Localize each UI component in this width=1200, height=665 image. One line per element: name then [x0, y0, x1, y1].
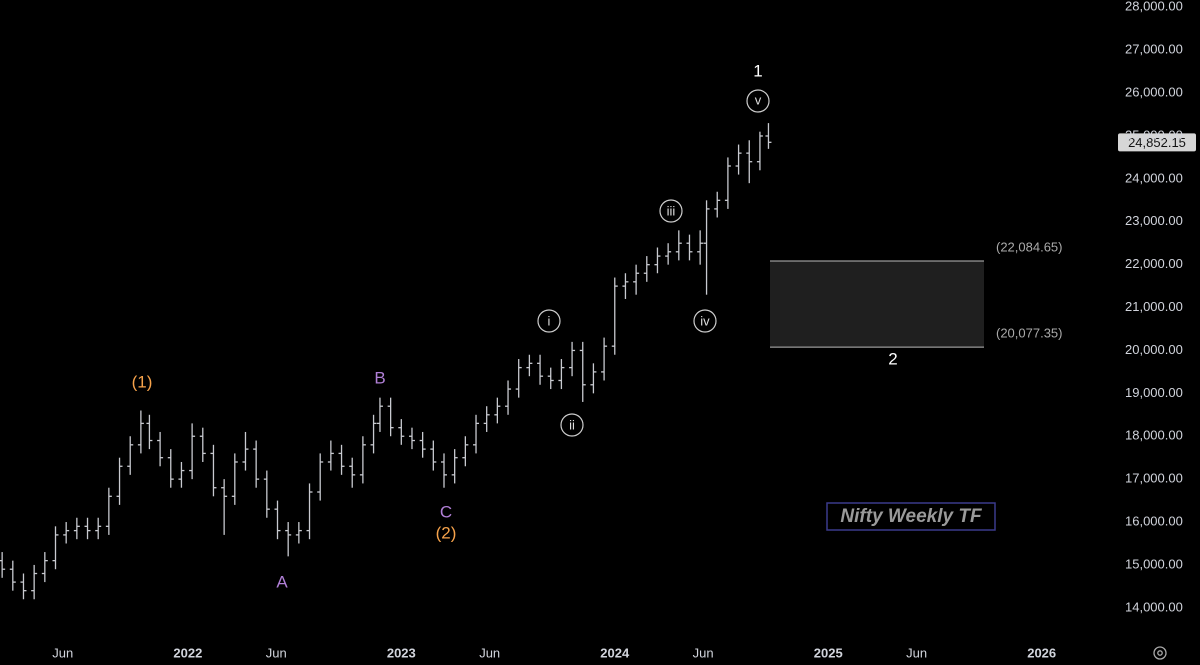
wave-label: 1	[753, 61, 762, 80]
x-tick-label: 2025	[814, 645, 843, 660]
wave-label: i	[548, 313, 551, 328]
last-price-box	[1118, 133, 1196, 152]
last-price-label: 24,852.15	[1128, 135, 1186, 150]
y-tick-label: 21,000.00	[1125, 299, 1183, 314]
y-tick-label: 22,000.00	[1125, 256, 1183, 271]
target-zone	[770, 261, 984, 348]
wave-circle	[659, 199, 683, 223]
wave-label: (1)	[132, 372, 153, 391]
x-tick-label: 2026	[1027, 645, 1056, 660]
wave-circle	[693, 309, 717, 333]
x-tick-label: Jun	[52, 645, 73, 660]
wave-label: A	[276, 572, 288, 591]
y-tick-label: 28,000.00	[1125, 0, 1183, 14]
wave-label: 2	[888, 349, 897, 368]
wave-label: C	[440, 502, 452, 521]
x-tick-label: Jun	[906, 645, 927, 660]
caption: Nifty Weekly TF	[840, 506, 983, 527]
y-tick-label: 14,000.00	[1125, 599, 1183, 614]
x-tick-label: 2022	[173, 645, 202, 660]
wave-label: B	[374, 368, 385, 387]
x-tick-label: 2023	[387, 645, 416, 660]
x-tick-label: Jun	[266, 645, 287, 660]
wave-circle	[746, 89, 770, 113]
wave-label: iii	[667, 203, 676, 218]
y-tick-label: 17,000.00	[1125, 471, 1183, 486]
x-tick-label: Jun	[693, 645, 714, 660]
wave-label: iv	[700, 313, 710, 328]
y-tick-label: 26,000.00	[1125, 85, 1183, 100]
x-tick-label: Jun	[479, 645, 500, 660]
wave-label: ii	[569, 417, 575, 432]
y-tick-label: 16,000.00	[1125, 513, 1183, 528]
wave-label: v	[755, 92, 762, 107]
y-tick-label: 23,000.00	[1125, 213, 1183, 228]
zone-top-label: (22,084.65)	[996, 239, 1063, 254]
y-tick-label: 25,000.00	[1125, 127, 1183, 142]
price-bars	[0, 123, 772, 600]
y-tick-label: 20,000.00	[1125, 342, 1183, 357]
wave-circle	[560, 413, 584, 437]
y-tick-label: 27,000.00	[1125, 42, 1183, 57]
wave-label: (2)	[436, 523, 457, 542]
y-tick-label: 19,000.00	[1125, 385, 1183, 400]
settings-icon[interactable]	[1153, 646, 1167, 660]
y-tick-label: 15,000.00	[1125, 556, 1183, 571]
zone-bottom-label: (20,077.35)	[996, 326, 1063, 341]
wave-circle	[537, 309, 561, 333]
y-tick-label: 24,000.00	[1125, 170, 1183, 185]
caption-box	[826, 502, 996, 531]
x-tick-label: 2024	[600, 645, 630, 660]
y-tick-label: 18,000.00	[1125, 428, 1183, 443]
